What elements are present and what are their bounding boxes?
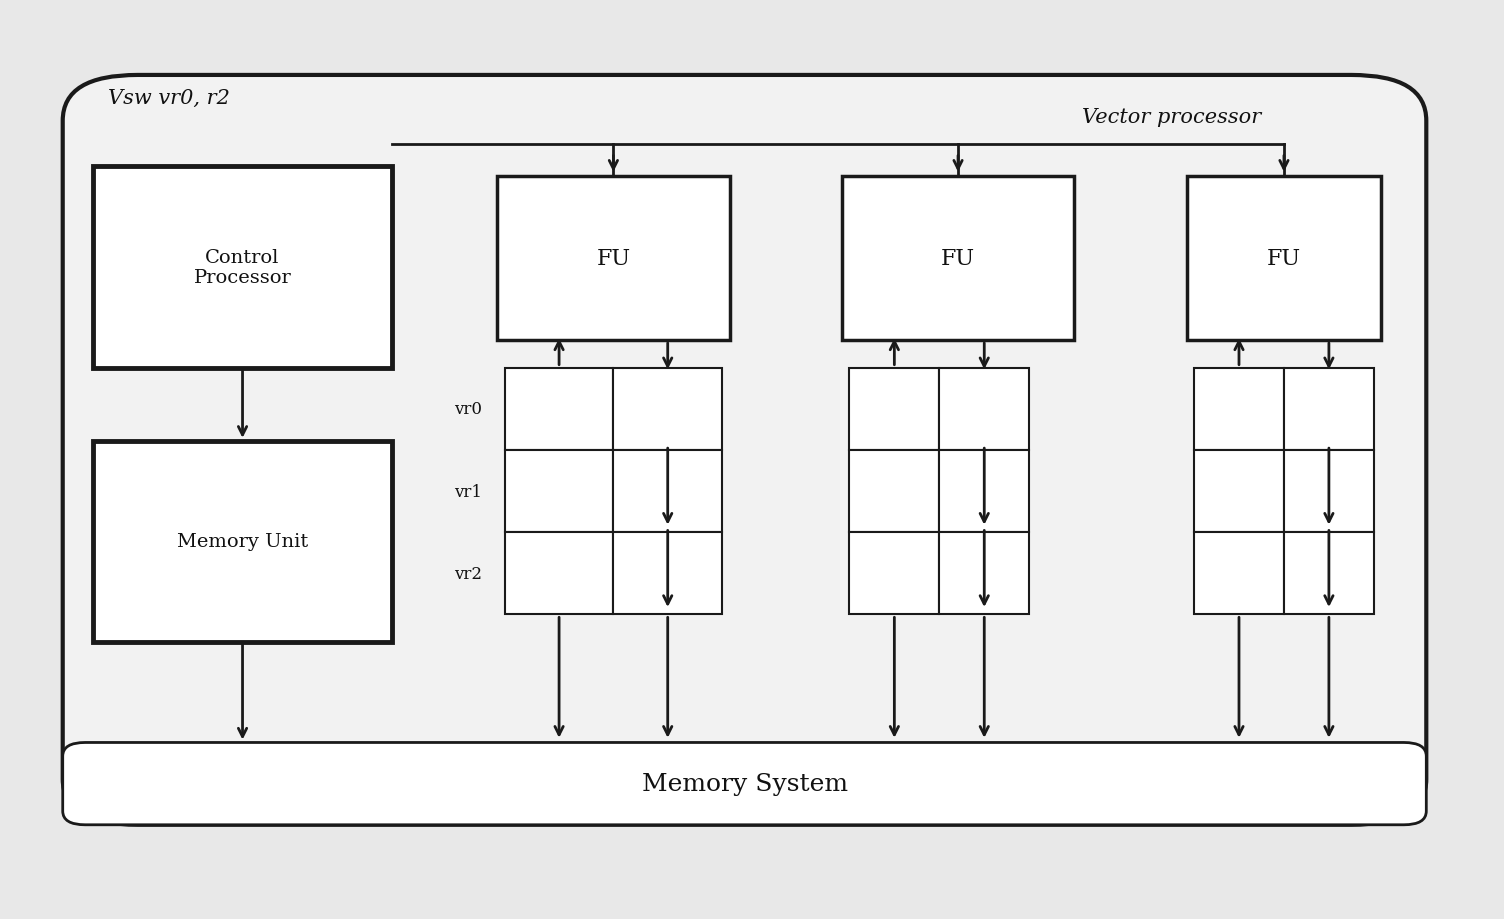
Bar bbox=[614, 450, 722, 533]
Bar bbox=[850, 450, 940, 533]
Text: vr1: vr1 bbox=[454, 483, 483, 500]
Text: vr2: vr2 bbox=[454, 565, 483, 582]
Text: vr0: vr0 bbox=[454, 401, 483, 418]
Bar bbox=[614, 369, 722, 450]
Bar bbox=[842, 176, 1074, 341]
FancyBboxPatch shape bbox=[63, 743, 1426, 825]
Bar bbox=[940, 450, 1029, 533]
Text: Memory System: Memory System bbox=[642, 772, 848, 795]
Text: Memory Unit: Memory Unit bbox=[177, 533, 308, 550]
Bar bbox=[850, 533, 940, 615]
Text: FU: FU bbox=[942, 247, 975, 269]
Bar bbox=[1284, 533, 1373, 615]
Text: FU: FU bbox=[596, 247, 630, 269]
Bar bbox=[1284, 369, 1373, 450]
Bar bbox=[93, 441, 393, 642]
Bar bbox=[505, 369, 614, 450]
Bar bbox=[1187, 176, 1381, 341]
Text: Control
Processor: Control Processor bbox=[194, 248, 292, 287]
Bar bbox=[505, 450, 614, 533]
FancyBboxPatch shape bbox=[63, 76, 1426, 825]
Bar bbox=[505, 533, 614, 615]
Bar bbox=[614, 533, 722, 615]
Bar bbox=[1194, 533, 1284, 615]
Bar bbox=[93, 167, 393, 369]
Bar bbox=[850, 369, 940, 450]
Bar bbox=[1284, 450, 1373, 533]
Bar bbox=[498, 176, 729, 341]
Bar bbox=[1194, 450, 1284, 533]
Text: Vector processor: Vector processor bbox=[1081, 108, 1260, 127]
Bar bbox=[940, 369, 1029, 450]
Bar bbox=[1194, 369, 1284, 450]
Text: FU: FU bbox=[1266, 247, 1301, 269]
Bar bbox=[940, 533, 1029, 615]
Text: Vsw vr0, r2: Vsw vr0, r2 bbox=[108, 89, 230, 108]
